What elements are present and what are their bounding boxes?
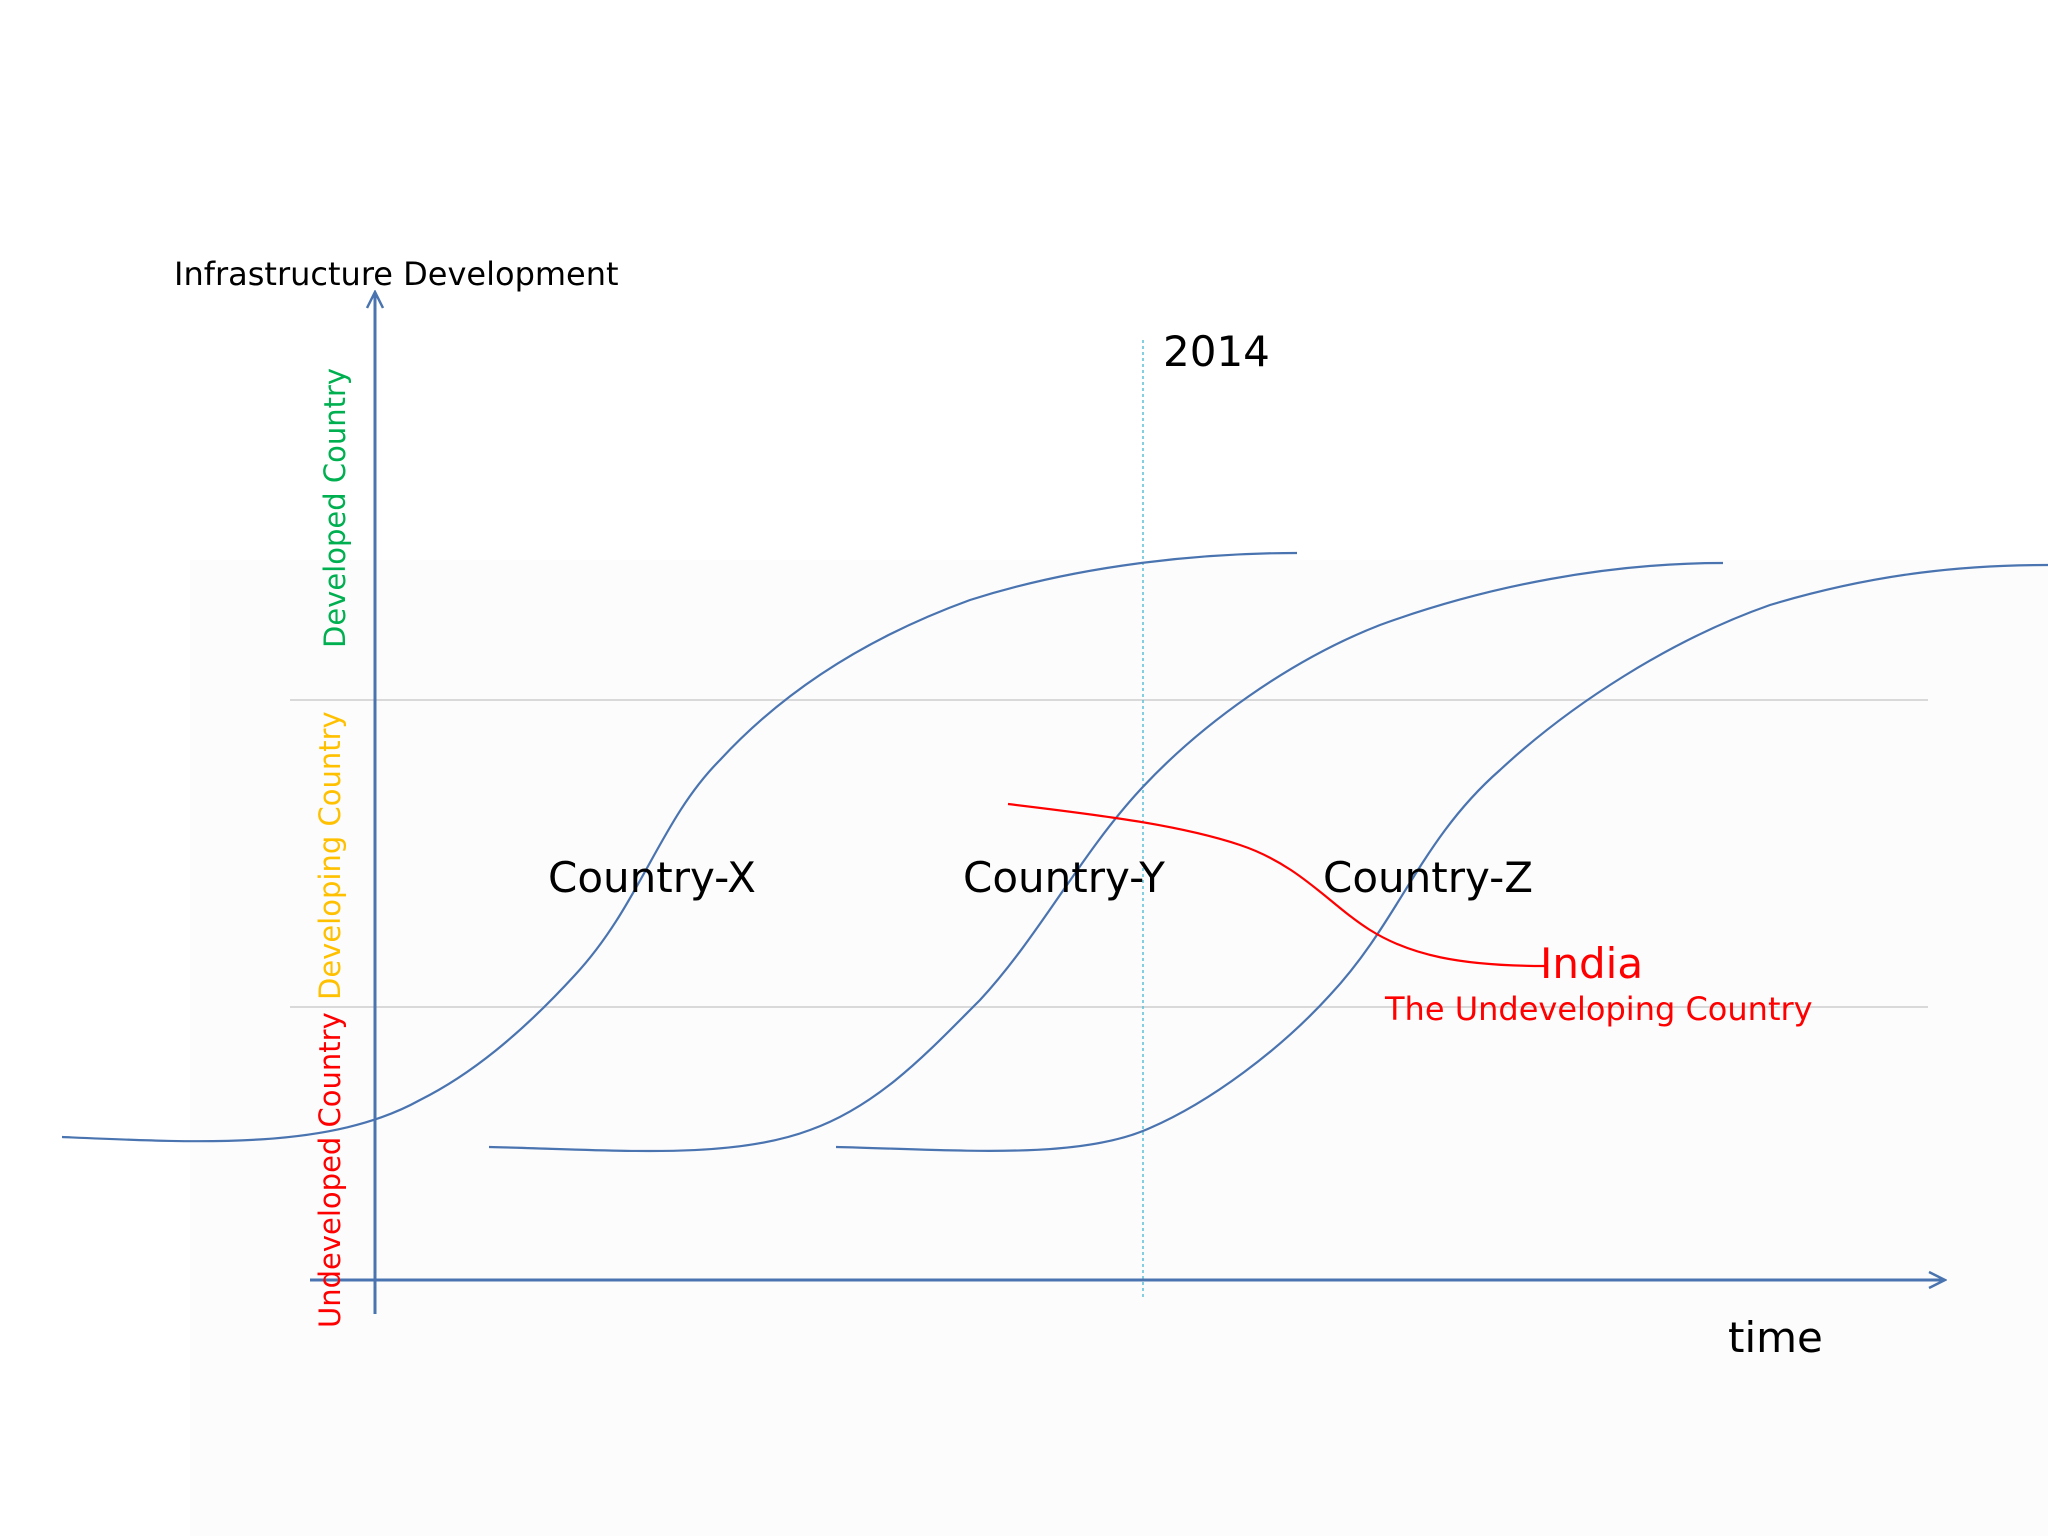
band-label-developing: Developing Country	[313, 711, 347, 1000]
curve-country-z	[835, 563, 2048, 1152]
curve-india	[1007, 802, 1546, 968]
curve-country-y	[488, 561, 1724, 1153]
curve-label-country-z: Country-Z	[1323, 853, 1533, 902]
curve-label-country-y: Country-Y	[963, 853, 1165, 902]
x-axis-label: time	[1728, 1313, 1823, 1362]
india-subtitle: The Undeveloping Country	[1384, 990, 1813, 1028]
marker-label-2014: 2014	[1163, 327, 1270, 376]
band-label-undeveloped: Undeveloped Country	[313, 1012, 347, 1328]
india-label: India	[1540, 939, 1643, 988]
y-axis-label: Infrastructure Development	[174, 255, 619, 293]
band-label-developed: Developed Country	[318, 368, 352, 648]
curve-country-x	[61, 551, 1298, 1143]
curve-label-country-x: Country-X	[548, 853, 756, 902]
